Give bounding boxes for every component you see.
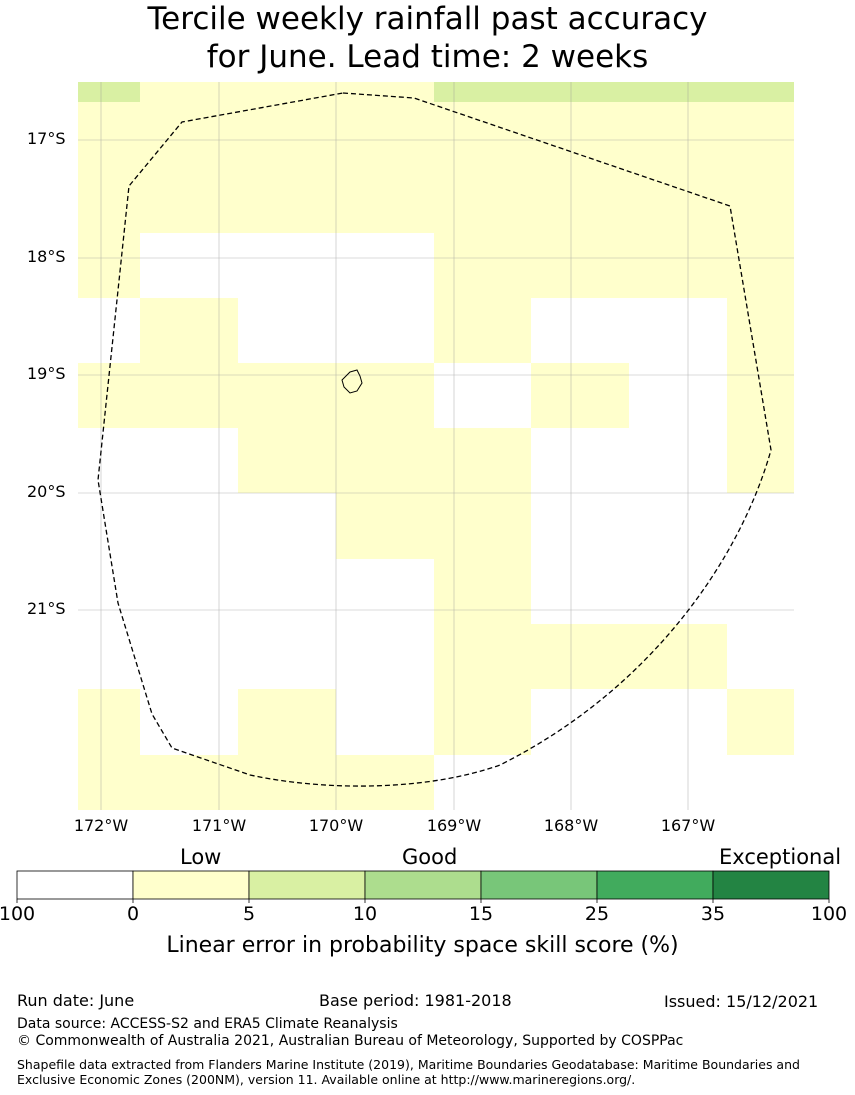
- lon-label: 171°W: [191, 816, 247, 835]
- grid-cell: [78, 363, 434, 428]
- colorbar-tick-label: 0: [126, 903, 140, 925]
- grid-cell: [727, 298, 794, 363]
- colorbar-segment: [16, 870, 134, 900]
- colorbar-tick-label: 35: [700, 903, 726, 925]
- grid-cell: [727, 689, 794, 755]
- category-label-low: Low: [180, 845, 222, 869]
- colorbar-title: Linear error in probability space skill …: [166, 933, 679, 958]
- grid-cell: [78, 755, 434, 810]
- colorbar: [16, 870, 830, 903]
- grid-cell: [727, 363, 794, 428]
- grid-cell: [140, 298, 238, 363]
- lon-label: 169°W: [426, 816, 482, 835]
- run-date: Run date: June: [17, 991, 135, 1010]
- lon-label: 170°W: [308, 816, 364, 835]
- grid-cell: [531, 363, 629, 428]
- grid-cell: [336, 493, 531, 559]
- colorbar-segment: [364, 870, 482, 900]
- lat-label: 19°S: [27, 364, 66, 383]
- title-line-2: for June. Lead time: 2 weeks: [206, 39, 649, 75]
- lat-label: 18°S: [27, 247, 66, 266]
- colorbar-segment: [596, 870, 714, 900]
- category-label-exceptional: Exceptional: [719, 845, 842, 869]
- grid-cell: [434, 233, 794, 298]
- colorbar-tick-label: 15: [468, 903, 494, 925]
- grid-cell: [140, 82, 434, 102]
- colorbar-segment: [480, 870, 598, 900]
- copyright: © Commonwealth of Australia 2021, Austra…: [17, 1033, 684, 1049]
- grid-cell: [434, 82, 794, 102]
- data-source: Data source: ACCESS-S2 and ERA5 Climate …: [17, 1016, 398, 1032]
- colorbar-tick-label: 10: [352, 903, 378, 925]
- grid-cell: [78, 102, 794, 233]
- grid-cell: [434, 689, 531, 755]
- eez-boundary: [97, 92, 772, 787]
- colorbar-segment: [248, 870, 366, 900]
- grid-cell: [238, 689, 336, 755]
- grid-cell: [434, 559, 531, 624]
- grid-cell: [238, 428, 531, 493]
- island-outline: [341, 369, 363, 394]
- grid-cell: [727, 428, 794, 493]
- issued-date: Issued: 15/12/2021: [664, 992, 819, 1011]
- lon-label: 172°W: [73, 816, 129, 835]
- lat-label: 17°S: [27, 129, 66, 148]
- colorbar-segment: [712, 870, 830, 900]
- colorbar-tick-label: 5: [242, 903, 256, 925]
- graticule: [78, 82, 794, 810]
- category-label-good: Good: [402, 845, 458, 869]
- grid-cell: [434, 298, 531, 363]
- grid-cell: [78, 82, 140, 102]
- map-title: Tercile weekly rainfall past accuracy fo…: [0, 0, 855, 76]
- lat-label: 21°S: [27, 599, 66, 618]
- colorbar-tick-label: 100: [810, 903, 848, 925]
- skill-grid: [78, 82, 794, 810]
- grid-cell: [78, 233, 140, 298]
- grid-cell: [78, 689, 140, 755]
- colorbar-segment: [132, 870, 250, 900]
- lon-label: 168°W: [543, 816, 599, 835]
- lon-label: 167°W: [660, 816, 716, 835]
- title-line-1: Tercile weekly rainfall past accuracy: [147, 1, 708, 37]
- base-period: Base period: 1981-2018: [319, 991, 512, 1010]
- lat-label: 20°S: [27, 482, 66, 501]
- colorbar-tick-label: 25: [584, 903, 610, 925]
- shapefile-credit: Shapefile data extracted from Flanders M…: [17, 1057, 800, 1087]
- colorbar-tick-label: 100: [0, 903, 36, 925]
- grid-cell: [434, 624, 727, 689]
